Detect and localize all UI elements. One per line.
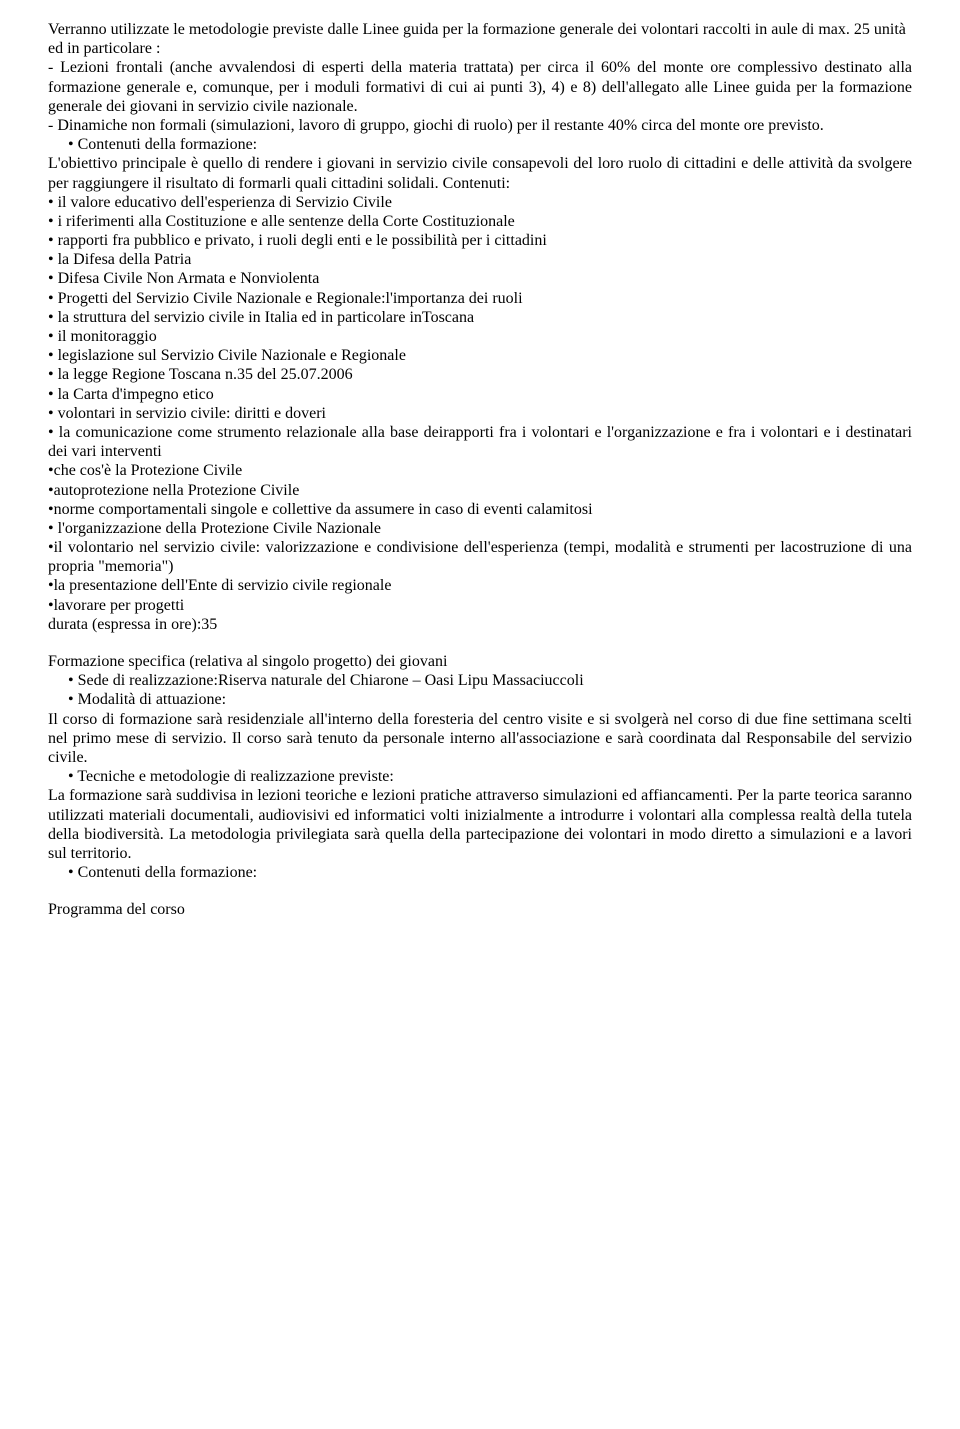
paragraph: La formazione sarà suddivisa in lezioni … (48, 786, 912, 863)
bullet-item: Contenuti della formazione: (48, 863, 912, 882)
list-item: • l'organizzazione della Protezione Civi… (48, 519, 912, 538)
list-item: • Progetti del Servizio Civile Nazionale… (48, 289, 912, 308)
bullet-item: Contenuti della formazione: (48, 135, 912, 154)
paragraph: Formazione specifica (relativa al singol… (48, 652, 912, 671)
list-item: • Difesa Civile Non Armata e Nonviolenta (48, 269, 912, 288)
list-item: • il valore educativo dell'esperienza di… (48, 193, 912, 212)
paragraph: - Dinamiche non formali (simulazioni, la… (48, 116, 912, 135)
list-item: • la struttura del servizio civile in It… (48, 308, 912, 327)
list-item: • la legge Regione Toscana n.35 del 25.0… (48, 365, 912, 384)
paragraph: durata (espressa in ore):35 (48, 615, 912, 634)
paragraph: ed in particolare : (48, 39, 912, 58)
list-item: •che cos'è la Protezione Civile (48, 461, 912, 480)
bullet-item: Modalità di attuazione: (48, 690, 912, 709)
paragraph: Il corso di formazione sarà residenziale… (48, 710, 912, 768)
list-item: • la Difesa della Patria (48, 250, 912, 269)
paragraph: - Lezioni frontali (anche avvalendosi di… (48, 58, 912, 116)
list-item: • la Carta d'impegno etico (48, 385, 912, 404)
bullet-item: Sede di realizzazione:Riserva naturale d… (48, 671, 912, 690)
bullet-item: Tecniche e metodologie di realizzazione … (48, 767, 912, 786)
list-item: • rapporti fra pubblico e privato, i ruo… (48, 231, 912, 250)
spacer (48, 634, 912, 652)
list-item: • il monitoraggio (48, 327, 912, 346)
list-item: • legislazione sul Servizio Civile Nazio… (48, 346, 912, 365)
list-item: • i riferimenti alla Costituzione e alle… (48, 212, 912, 231)
paragraph: L'obiettivo principale è quello di rende… (48, 154, 912, 192)
list-item: • la comunicazione come strumento relazi… (48, 423, 912, 461)
list-item: • volontari in servizio civile: diritti … (48, 404, 912, 423)
spacer (48, 882, 912, 900)
list-item: •il volontario nel servizio civile: valo… (48, 538, 912, 576)
paragraph: Programma del corso (48, 900, 912, 919)
list-item: •autoprotezione nella Protezione Civile (48, 481, 912, 500)
paragraph: Verranno utilizzate le metodologie previ… (48, 20, 912, 39)
list-item: •lavorare per progetti (48, 596, 912, 615)
list-item: •norme comportamentali singole e collett… (48, 500, 912, 519)
list-item: •la presentazione dell'Ente di servizio … (48, 576, 912, 595)
